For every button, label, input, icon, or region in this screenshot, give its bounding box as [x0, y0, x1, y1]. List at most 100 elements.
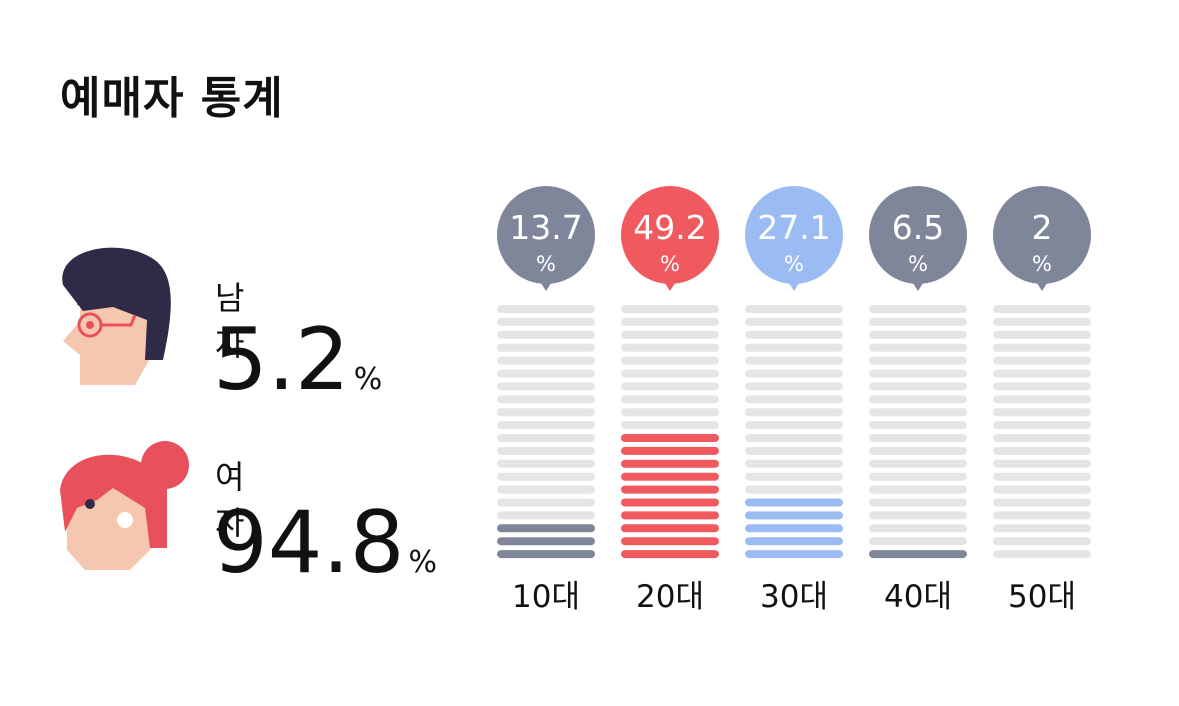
value-bubble [869, 186, 967, 284]
female-unit: % [408, 545, 437, 580]
bar-segment-empty [993, 356, 1091, 365]
bar-segment-empty [869, 356, 967, 365]
bar-segment-empty [745, 330, 843, 339]
bar-segment-empty [745, 421, 843, 430]
value-bubble [621, 186, 719, 284]
bar-segment-empty [497, 343, 595, 352]
bar-segment-empty [745, 305, 843, 313]
bar-segment-empty [621, 330, 719, 339]
male-value: 5.2 [213, 310, 350, 410]
bar-segment-filled [745, 550, 843, 559]
bar-segment-empty [993, 408, 1091, 417]
bar-segment-empty [621, 343, 719, 352]
bar-segment-empty [745, 343, 843, 352]
value-bubble [497, 186, 595, 284]
bar-segment-empty [869, 446, 967, 455]
bar-segment-empty [993, 434, 1091, 442]
bar-segment-empty [993, 498, 1091, 507]
bar-segment-empty [993, 317, 1091, 326]
bar-segment-empty [497, 498, 595, 507]
bar-segment-empty [497, 472, 595, 481]
bar-segment-empty [869, 498, 967, 507]
bar-segment-filled [621, 472, 719, 481]
bar-segment-empty [497, 317, 595, 326]
bar-segment-empty [745, 434, 843, 442]
bar-segment-empty [621, 369, 719, 378]
bar-segment-empty [993, 421, 1091, 430]
female-label: 여자 [215, 458, 245, 542]
bar-segment-empty [869, 421, 967, 430]
bar-segment-empty [993, 395, 1091, 404]
bar-segment-empty [497, 485, 595, 494]
bar-segment-filled [497, 524, 595, 533]
bar-segment-filled [745, 511, 843, 520]
value-unit: % [660, 252, 680, 276]
bar-segment-empty [993, 369, 1091, 378]
value-label: 2 [1032, 208, 1053, 247]
value-label: 13.7 [509, 208, 582, 247]
bar-segment-empty [621, 408, 719, 417]
bar-segment-empty [745, 356, 843, 365]
bar-segment-empty [621, 382, 719, 391]
bar-segment-empty [869, 330, 967, 339]
bar-segment-empty [993, 459, 1091, 468]
bar-segment-empty [993, 537, 1091, 546]
bar-segment-empty [745, 446, 843, 455]
bar-segment-empty [621, 356, 719, 365]
bar-segment-empty [621, 421, 719, 430]
value-bubble [745, 186, 843, 284]
bar-segment-empty [621, 305, 719, 313]
bar-segment-empty [497, 434, 595, 442]
bar-segment-empty [993, 550, 1091, 559]
value-unit: % [908, 252, 928, 276]
bar-segment-empty [869, 524, 967, 533]
value-bubble-pointer [539, 280, 553, 291]
bar-segment-filled [745, 524, 843, 533]
bar-segment-empty [869, 537, 967, 546]
bar-segment-empty [497, 305, 595, 313]
bar-segment-filled [621, 459, 719, 468]
bar-segment-empty [869, 408, 967, 417]
bar-segment-filled [621, 485, 719, 494]
category-label: 40대 [884, 579, 952, 615]
bar-segment-empty [869, 382, 967, 391]
bar-segment-empty [497, 446, 595, 455]
bar-segment-empty [621, 395, 719, 404]
female-value: 94.8 [213, 493, 405, 593]
bar-segment-filled [497, 550, 595, 559]
page-title: 예매자 통계 [60, 73, 284, 124]
category-label: 20대 [636, 579, 704, 615]
bar-segment-empty [497, 395, 595, 404]
bar-segment-empty [993, 343, 1091, 352]
bar-segment-empty [745, 459, 843, 468]
bar-segment-filled [621, 434, 719, 442]
bar-segment-empty [497, 421, 595, 430]
bar-segment-filled [745, 498, 843, 507]
bar-segment-filled [869, 550, 967, 559]
bar-segment-empty [497, 459, 595, 468]
value-bubble-pointer [911, 280, 925, 291]
bar-segment-empty [497, 511, 595, 520]
bar-segment-empty [621, 317, 719, 326]
value-bubble-pointer [787, 280, 801, 291]
bar-segment-empty [745, 369, 843, 378]
bar-segment-empty [993, 472, 1091, 481]
bar-segment-empty [869, 343, 967, 352]
bar-segment-empty [745, 472, 843, 481]
value-bubble [993, 186, 1091, 284]
bar-segment-empty [745, 395, 843, 404]
male-percentage: 5.2% [213, 317, 382, 403]
bar-segment-empty [993, 446, 1091, 455]
bar-segment-empty [745, 485, 843, 494]
male-avatar-icon [62, 247, 171, 385]
bar-segment-empty [497, 369, 595, 378]
female-avatar-icon [60, 441, 189, 570]
bar-segment-empty [745, 317, 843, 326]
bar-segment-filled [621, 511, 719, 520]
value-label: 6.5 [892, 208, 944, 247]
category-label: 30대 [760, 579, 828, 615]
bar-segment-empty [869, 305, 967, 313]
bar-segment-filled [621, 537, 719, 546]
bar-segment-empty [993, 524, 1091, 533]
female-percentage: 94.8% [213, 500, 437, 586]
